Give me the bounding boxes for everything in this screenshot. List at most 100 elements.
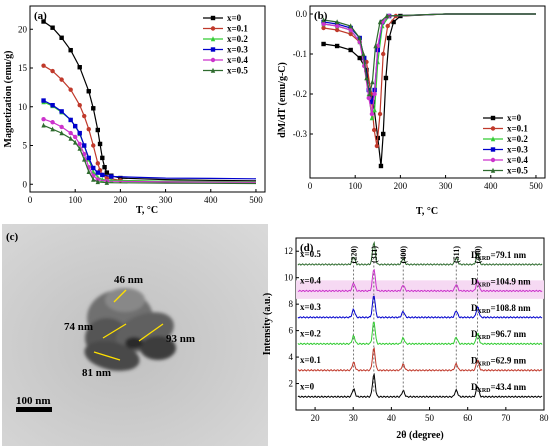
legend-marker-x=0 xyxy=(210,15,216,21)
xrd-trace-x=0 xyxy=(297,372,543,399)
data-point-x=0.1 xyxy=(374,143,380,149)
y-tick-label: 10 xyxy=(18,102,28,112)
data-point-x=0.4 xyxy=(59,124,64,130)
data-point-x=0 xyxy=(100,155,105,161)
series-line-x=0.5 xyxy=(43,124,257,185)
x-tick-label: 100 xyxy=(348,181,362,191)
data-point-x=0 xyxy=(348,47,353,53)
data-point-x=0.4 xyxy=(334,23,340,29)
data-point-x=0.3 xyxy=(50,103,55,108)
y-tick-label: 8 xyxy=(289,299,294,309)
series-line-x=0 xyxy=(43,21,257,182)
data-point-x=0 xyxy=(95,127,100,133)
legend-marker-x=0.4 xyxy=(490,157,496,163)
data-point-x=0.4 xyxy=(77,141,82,147)
data-point-x=0 xyxy=(378,163,384,169)
data-point-x=0 xyxy=(334,43,340,49)
xrd-series-label-x=0: x=0 xyxy=(300,381,315,391)
data-point-x=0.4 xyxy=(41,116,46,122)
x-tick-label: 300 xyxy=(159,195,173,205)
legend-marker-x=0.5 xyxy=(210,67,216,73)
x-tick-label: 40 xyxy=(387,413,397,423)
data-point-x=0.1 xyxy=(104,175,110,181)
data-point-x=0.4 xyxy=(50,120,55,125)
data-point-x=0.1 xyxy=(77,103,82,108)
data-point-x=0 xyxy=(381,131,386,137)
panel-label-d: (d) xyxy=(300,242,314,254)
scale-bar-label: 100 nm xyxy=(16,395,51,407)
legend-marker-x=0 xyxy=(490,115,496,121)
tem-label-74nm: 74 nm xyxy=(64,321,93,333)
legend-marker-x=0.1 xyxy=(210,26,216,31)
x-axis-label-d: 2θ (degree) xyxy=(396,430,444,441)
xrd-series-label-x=0.2: x=0.2 xyxy=(300,329,321,339)
data-point-x=0.5 xyxy=(373,43,378,49)
legend-marker-x=0.1 xyxy=(490,126,496,131)
legend-label-x=0.5: x=0.5 xyxy=(227,66,248,76)
data-point-x=0.3 xyxy=(95,170,100,175)
crystallite-size-x=0.2: DXRD=96.7 nm xyxy=(471,329,527,341)
crystallite-size-x=0.1: DXRD=62.9 nm xyxy=(471,356,527,368)
data-point-x=0 xyxy=(391,19,396,25)
legend-label-x=0.2: x=0.2 xyxy=(227,34,248,44)
data-point-x=0.1 xyxy=(82,113,87,119)
x-tick-label: 400 xyxy=(204,195,218,205)
data-point-x=0.3 xyxy=(91,165,96,171)
data-point-x=0 xyxy=(118,175,123,181)
data-point-x=0.3 xyxy=(68,117,73,123)
y-tick-label: 0.0 xyxy=(296,9,308,19)
scale-bar xyxy=(16,407,52,412)
xrd-series-label-x=0.4: x=0.4 xyxy=(300,276,321,286)
x-tick-label: 80 xyxy=(540,413,550,423)
data-point-x=0.4 xyxy=(366,95,371,101)
data-point-x=0.1 xyxy=(68,87,73,92)
data-point-x=0 xyxy=(383,75,389,81)
data-point-x=0.3 xyxy=(82,143,87,148)
panel-label-a: (a) xyxy=(34,10,47,22)
tem-label-93nm: 93 nm xyxy=(166,333,195,345)
data-point-x=0.4 xyxy=(72,134,78,140)
tem-label-46nm: 46 nm xyxy=(114,274,143,286)
panel-d: 20 30 40 50 60 70 80 2 4 6 8 10 12 (220) (311) (400) (5… xyxy=(262,237,550,441)
data-point-x=0 xyxy=(104,170,110,175)
data-point-x=0.4 xyxy=(68,130,73,136)
panel-c-tem-image: 46 nm 74 nm 93 nm 81 nm 100 nm (c) xyxy=(2,224,268,446)
y-tick-label: 4 xyxy=(289,352,294,362)
data-point-x=0.5 xyxy=(104,180,110,185)
legend-label-x=0.3: x=0.3 xyxy=(507,145,528,155)
data-point-x=0.3 xyxy=(59,109,64,114)
legend-label-x=0.4: x=0.4 xyxy=(227,55,248,65)
data-point-x=0.5 xyxy=(348,23,353,29)
x-tick-label: 0 xyxy=(308,181,313,191)
x-tick-label: 70 xyxy=(501,413,511,423)
data-point-x=0.5 xyxy=(50,126,55,132)
data-point-x=0 xyxy=(41,19,46,24)
legend-marker-x=0.4 xyxy=(210,57,216,63)
legend-label-x=0.1: x=0.1 xyxy=(227,24,248,34)
crystallite-size-x=0.4: DXRD=104.9 nm xyxy=(471,276,531,288)
data-point-x=0.3 xyxy=(41,98,46,103)
x-tick-label: 200 xyxy=(394,181,408,191)
y-tick-label: 0 xyxy=(23,179,28,189)
highlight-band-x0.4 xyxy=(296,280,544,299)
data-point-x=0.1 xyxy=(348,31,353,37)
data-point-x=0 xyxy=(50,25,55,30)
peak-label-(400): (400) xyxy=(399,246,408,264)
data-point-x=0.5 xyxy=(95,179,100,185)
data-point-x=0.5 xyxy=(321,17,326,23)
data-point-x=0.5 xyxy=(384,13,390,19)
legend-label-x=0.5: x=0.5 xyxy=(507,166,528,176)
crystallite-size-x=0: DXRD=43.4 nm xyxy=(471,382,527,394)
x-tick-label: 30 xyxy=(349,413,359,423)
data-point-x=0.5 xyxy=(41,122,46,128)
data-point-x=0 xyxy=(59,35,64,40)
y-tick-label: -0.1 xyxy=(293,49,307,59)
xrd-series-label-x=0.1: x=0.1 xyxy=(300,355,321,365)
data-point-x=0.4 xyxy=(372,91,377,97)
marker-93nm xyxy=(138,323,164,342)
data-point-x=0.1 xyxy=(91,143,96,148)
tem-particles xyxy=(84,288,176,371)
series-line-x=0.4 xyxy=(43,118,257,183)
data-point-x=0 xyxy=(102,165,107,170)
